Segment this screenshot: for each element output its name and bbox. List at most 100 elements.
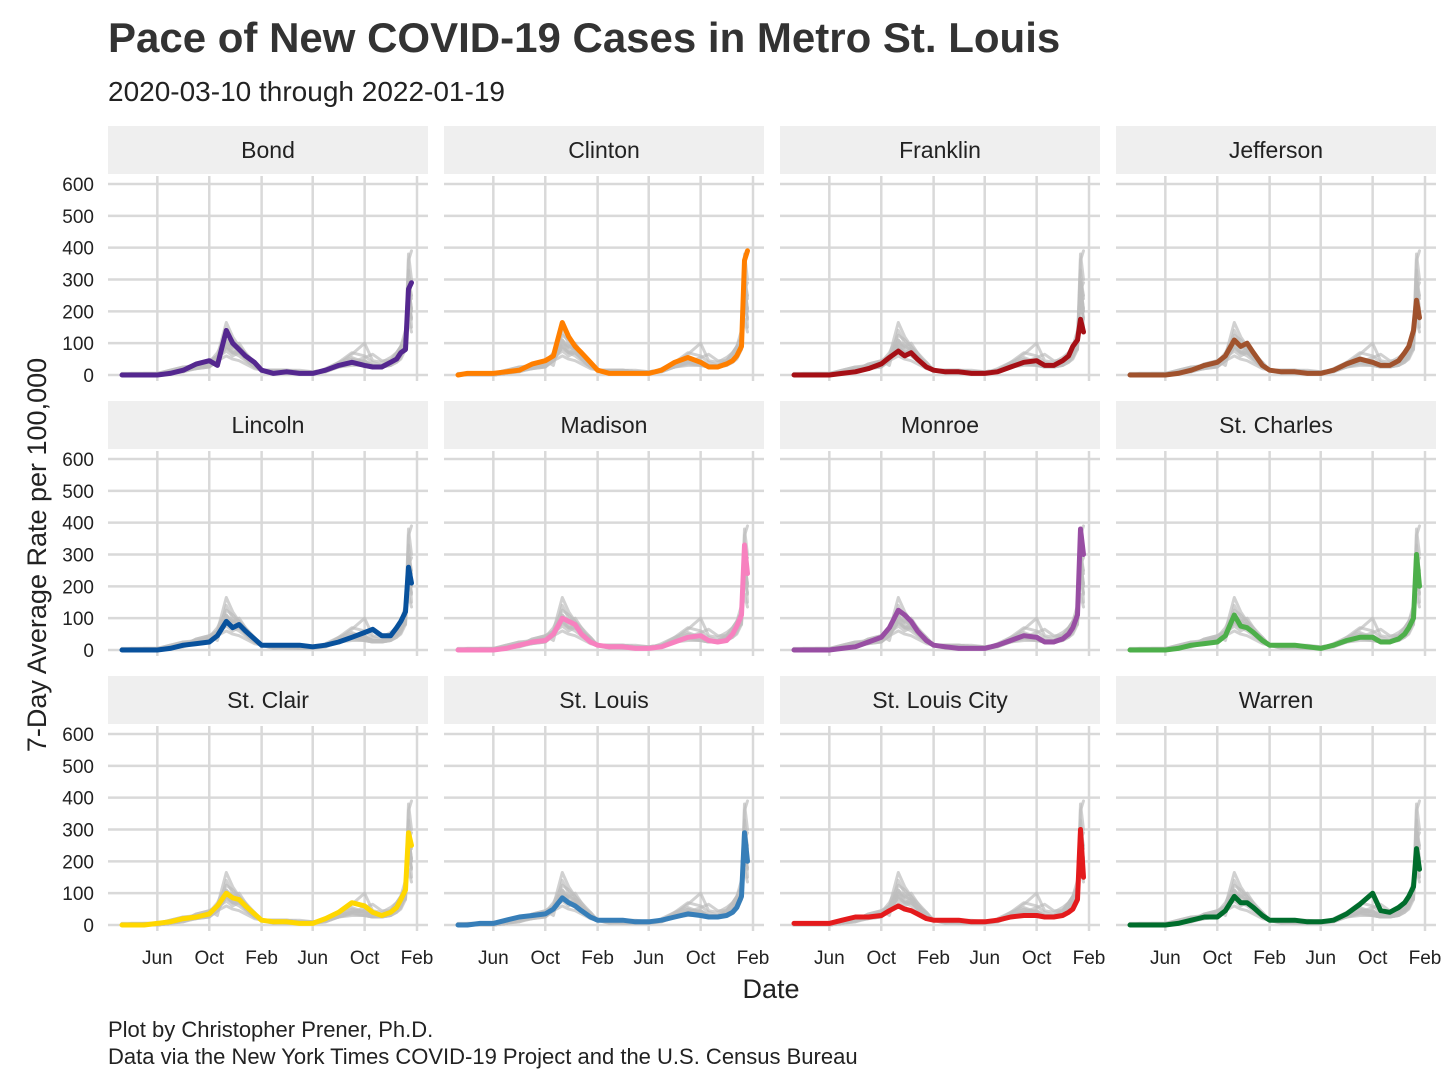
facet-label: Franklin — [899, 137, 981, 163]
facet-label: Clinton — [568, 137, 640, 163]
x-tick-label: Feb — [737, 948, 770, 969]
facet-label: Jefferson — [1229, 137, 1323, 163]
y-tick-label: 100 — [62, 884, 94, 905]
x-tick-label: Oct — [194, 948, 224, 969]
facet-strip — [1116, 676, 1436, 724]
x-tick-label: Jun — [969, 948, 1000, 969]
x-tick-label: Jun — [478, 948, 509, 969]
background-series-line — [456, 828, 749, 927]
y-tick-label: 400 — [62, 789, 94, 810]
series-line — [1127, 552, 1422, 653]
y-tick-label: 0 — [83, 916, 94, 937]
facet-label: St. Louis City — [872, 687, 1008, 713]
x-tick-label: Feb — [245, 948, 278, 969]
facet-strip — [1116, 126, 1436, 174]
x-tick-label: Jun — [814, 948, 845, 969]
series-line — [455, 830, 750, 928]
panel-lincoln: Lincoln 0 100 200 300 400 500 600 — [62, 401, 428, 662]
y-tick-label: 200 — [62, 302, 94, 323]
chart-title: Pace of New COVID-19 Cases in Metro St. … — [108, 14, 1061, 61]
background-series-line — [120, 278, 413, 377]
x-tick-label: Feb — [1409, 948, 1442, 969]
background-series-line — [1128, 828, 1421, 927]
y-tick-label: 600 — [62, 450, 94, 471]
y-tick-label: 500 — [62, 757, 94, 778]
series-line — [455, 248, 750, 378]
y-tick-label: 100 — [62, 609, 94, 630]
facet-label: St. Charles — [1219, 412, 1333, 438]
x-tick-label: Oct — [530, 948, 560, 969]
x-tick-label: Oct — [1022, 948, 1052, 969]
series-line — [119, 830, 414, 928]
y-tick-label: 400 — [62, 239, 94, 260]
x-tick-label: Feb — [401, 948, 434, 969]
x-tick-label: Feb — [1253, 948, 1286, 969]
facet-label: St. Louis — [559, 687, 649, 713]
facet-label: Monroe — [901, 412, 979, 438]
x-tick-label: Feb — [917, 948, 950, 969]
series-line — [791, 316, 1086, 378]
facet-strip — [108, 676, 428, 724]
x-tick-label: Jun — [1150, 948, 1181, 969]
caption-credit: Plot by Christopher Prener, Ph.D. — [108, 1017, 434, 1042]
facet-label: Lincoln — [232, 412, 305, 438]
facet-strip — [444, 676, 764, 724]
background-series-line — [792, 828, 1085, 927]
y-tick-label: 300 — [62, 821, 94, 842]
panel-madison: Madison — [444, 401, 764, 656]
x-tick-label: Oct — [686, 948, 716, 969]
panel-bond: Bond 0 100 200 300 400 500 600 — [62, 126, 428, 387]
x-tick-label: Oct — [1202, 948, 1232, 969]
facet-strip — [444, 126, 764, 174]
x-tick-label: Feb — [581, 948, 614, 969]
y-tick-label: 300 — [62, 546, 94, 567]
y-axis-title: 7-Day Average Rate per 100,000 — [22, 358, 52, 752]
panel-clinton: Clinton — [444, 126, 764, 381]
facet-strip — [780, 676, 1100, 724]
panel-monroe: Monroe — [780, 401, 1100, 656]
facet-strip — [108, 401, 428, 449]
y-tick-label: 400 — [62, 514, 94, 535]
series-line — [791, 526, 1086, 653]
background-series-line — [1128, 278, 1421, 377]
x-tick-label: Jun — [1305, 948, 1336, 969]
panel-franklin: Franklin — [780, 126, 1100, 381]
series-line — [455, 542, 750, 653]
panel-jefferson: Jefferson — [1116, 126, 1436, 381]
x-tick-label: Jun — [142, 948, 173, 969]
facet-strip — [1116, 401, 1436, 449]
x-axis-title: Date — [742, 974, 799, 1004]
series-line — [1127, 297, 1422, 378]
facet-strip — [780, 126, 1100, 174]
facet-label: Bond — [241, 137, 295, 163]
background-series-line — [792, 553, 1085, 652]
y-tick-label: 200 — [62, 852, 94, 873]
panel-st-clair: St. Clair 0 100 200 300 400 500 600 Jun Oct Feb Jun… — [62, 676, 433, 969]
x-tick-label: Jun — [633, 948, 664, 969]
y-tick-label: 500 — [62, 207, 94, 228]
panel-warren: Warren Jun Oct Feb Jun Oct Feb — [1116, 676, 1441, 969]
y-tick-label: 100 — [62, 334, 94, 355]
facet-label: Warren — [1239, 687, 1314, 713]
panel-st-louis: St. Louis Jun Oct Feb Jun Oct Feb — [444, 676, 769, 969]
facet-label: Madison — [561, 412, 648, 438]
x-tick-label: Feb — [1073, 948, 1106, 969]
series-line — [1127, 846, 1422, 928]
y-tick-label: 500 — [62, 482, 94, 503]
y-tick-label: 0 — [83, 366, 94, 387]
x-tick-label: Oct — [350, 948, 380, 969]
chart-subtitle: 2020-03-10 through 2022-01-19 — [108, 76, 505, 107]
background-series-line — [120, 553, 413, 652]
y-tick-label: 0 — [83, 641, 94, 662]
facet-strip — [780, 401, 1100, 449]
series-line — [791, 827, 1086, 926]
series-line — [119, 280, 414, 378]
panel-st-charles: St. Charles — [1116, 401, 1436, 656]
x-tick-label: Jun — [297, 948, 328, 969]
x-tick-label: Oct — [866, 948, 896, 969]
facet-strip — [108, 126, 428, 174]
series-line — [119, 564, 414, 653]
facet-strip — [444, 401, 764, 449]
y-tick-label: 300 — [62, 271, 94, 292]
